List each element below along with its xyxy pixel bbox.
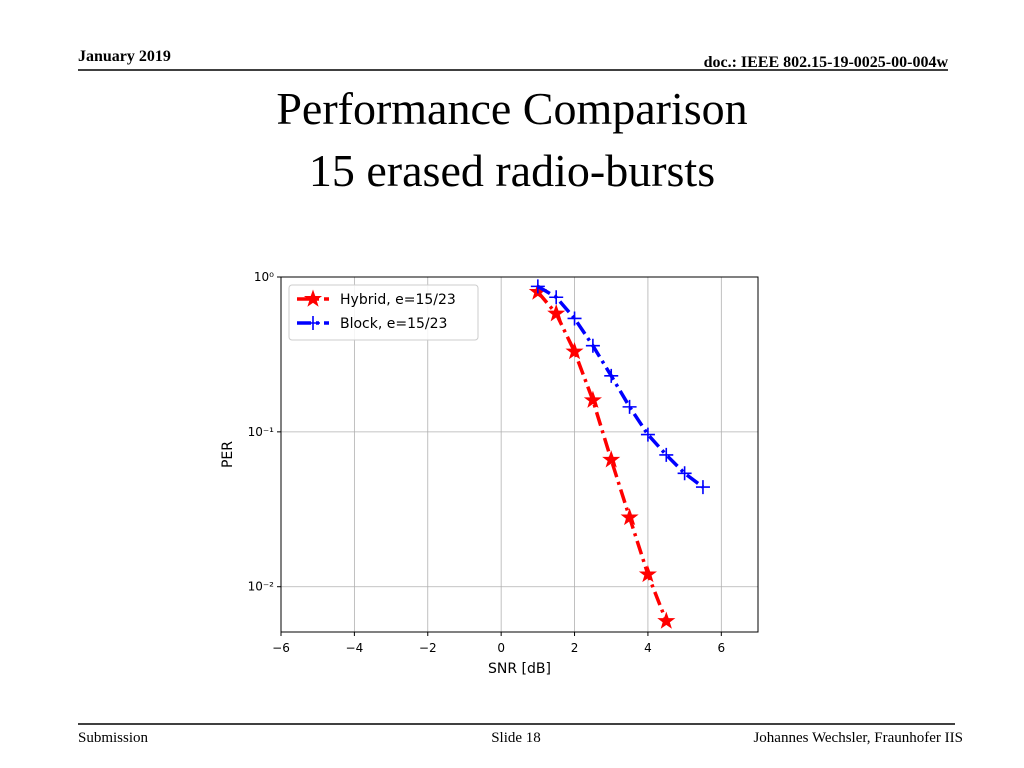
- x-axis-label: SNR [dB]: [488, 661, 551, 677]
- marker-plus: [695, 480, 710, 495]
- footer-right: Johannes Wechsler, Fraunhofer IIS: [753, 730, 963, 746]
- legend-label: Hybrid, e=15/23: [340, 292, 456, 308]
- slide-subtitle: 15 erased radio-bursts: [309, 145, 715, 196]
- marker-plus: [604, 368, 619, 383]
- y-axis-label: PER: [220, 441, 236, 468]
- slide-title: Performance Comparison: [276, 83, 747, 134]
- x-tick-label: −2: [419, 641, 437, 655]
- marker-plus: [585, 338, 600, 353]
- header-doc: doc.: IEEE 802.15-19-0025-00-004w: [704, 54, 949, 71]
- y-tick-label: 10⁰: [254, 270, 274, 284]
- x-tick-label: 4: [644, 641, 652, 655]
- legend-marker: [306, 316, 320, 330]
- header-date: January 2019: [78, 48, 171, 65]
- marker-plus: [567, 311, 582, 326]
- marker-plus: [549, 290, 564, 305]
- x-tick-label: 0: [497, 641, 505, 655]
- x-tick-label: 6: [717, 641, 725, 655]
- marker-plus: [530, 279, 545, 294]
- legend-label: Block, e=15/23: [340, 316, 447, 332]
- plot-frame: [280, 276, 759, 633]
- footer-left: Submission: [78, 730, 149, 746]
- marker-star: [547, 304, 566, 322]
- footer-center: Slide 18: [491, 730, 541, 746]
- series-line: [536, 290, 668, 622]
- x-tick-label: −6: [272, 641, 290, 655]
- chart: −6 −4 −2 0 2 4 6 10⁰ 10⁻¹ 10⁻² SNR [dB] PER Hybrid, …: [220, 270, 759, 677]
- y-tick-label: 10⁻¹: [248, 425, 275, 439]
- legend-marker: [303, 289, 323, 307]
- marker-star: [638, 564, 657, 583]
- marker-star: [657, 611, 676, 629]
- x-tick-label: −4: [346, 641, 364, 655]
- x-tick-label: 2: [571, 641, 579, 655]
- marker-star: [565, 342, 584, 360]
- series-line: [536, 284, 705, 489]
- y-tick-label: 10⁻²: [248, 580, 275, 594]
- legend-box: [288, 284, 479, 341]
- marker-plus: [659, 447, 674, 462]
- marker-star: [583, 390, 602, 408]
- marker-plus: [677, 466, 692, 481]
- marker-star: [620, 507, 639, 526]
- marker-star: [602, 450, 621, 468]
- marker-plus: [640, 427, 655, 442]
- marker-plus: [622, 399, 637, 414]
